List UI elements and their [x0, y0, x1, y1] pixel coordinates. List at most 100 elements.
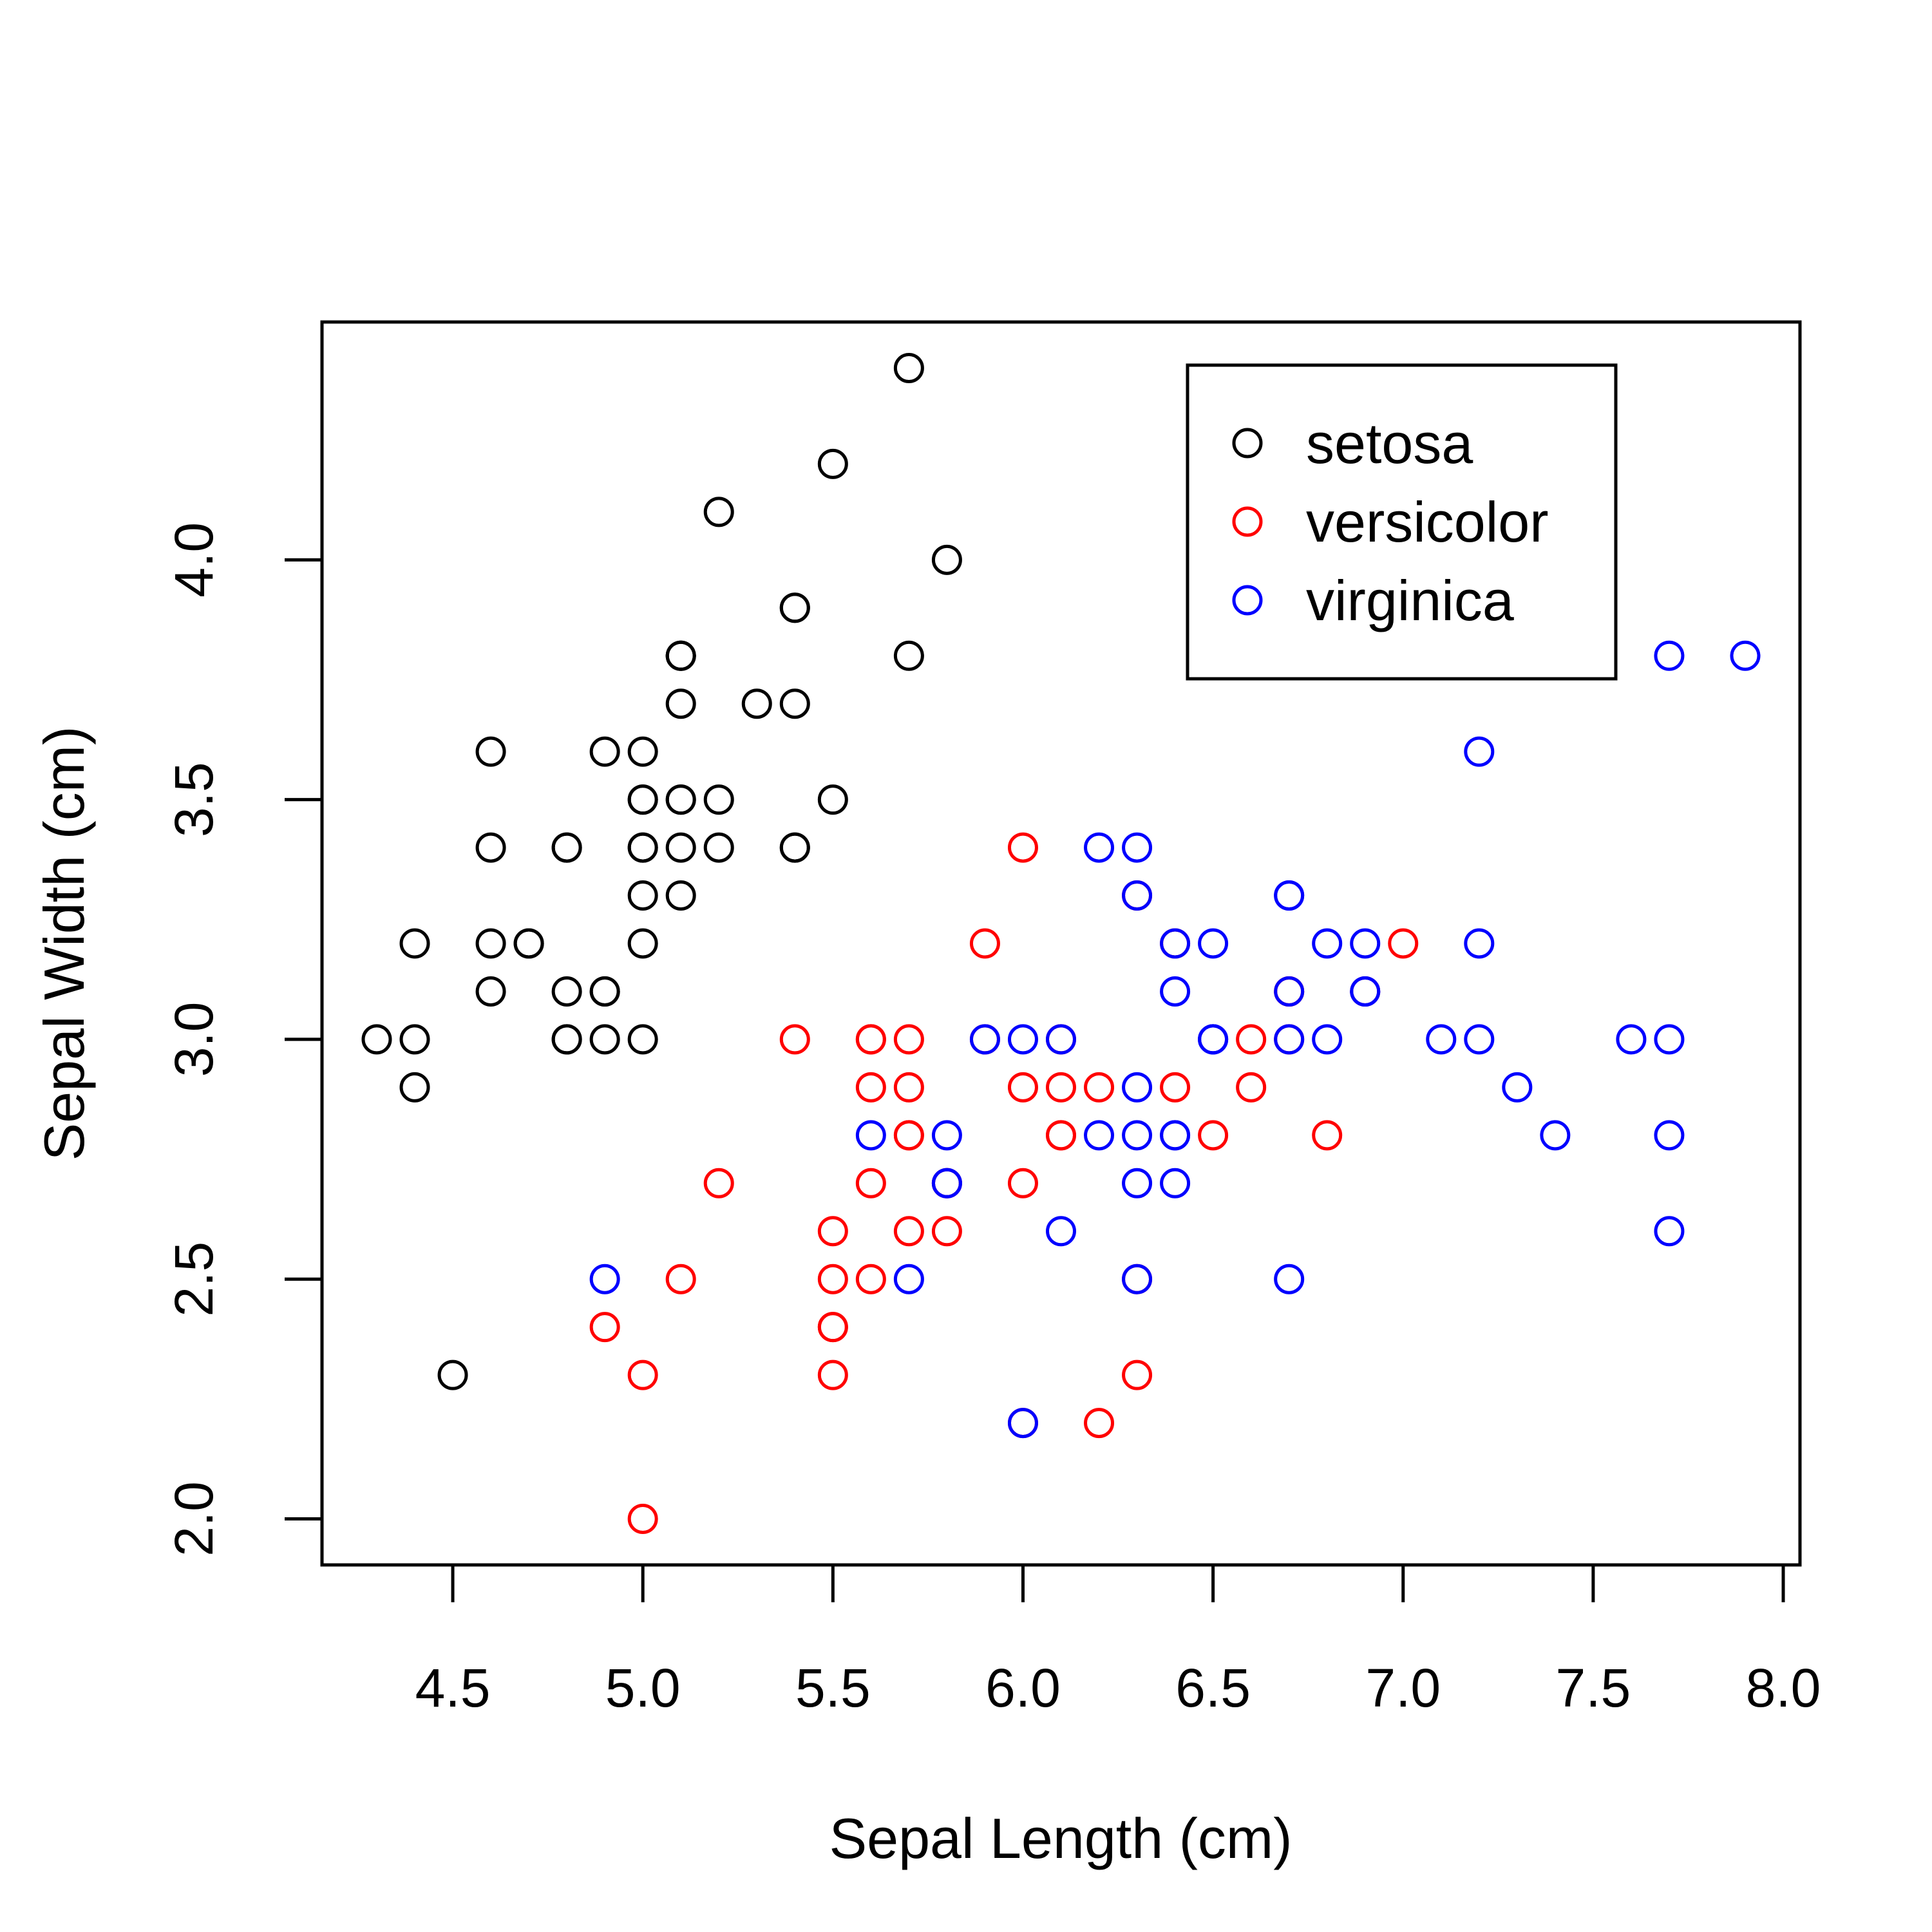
- point-virginica: [969, 1024, 1000, 1055]
- point-versicolor: [855, 1168, 886, 1198]
- point-virginica: [1274, 1024, 1305, 1055]
- y-axis: 2.0 2.5 3.0 3.5 4.0: [164, 522, 324, 1557]
- point-virginica: [1122, 1120, 1153, 1151]
- point-setosa: [475, 976, 506, 1007]
- point-virginica: [1350, 928, 1381, 959]
- x-axis-label: Sepal Length (cm): [829, 1806, 1292, 1870]
- point-versicolor: [1160, 1072, 1191, 1103]
- point-virginica: [1122, 1264, 1153, 1294]
- point-versicolor: [1312, 1120, 1343, 1151]
- x-tick-label: 7.5: [1555, 1658, 1631, 1718]
- point-versicolor: [855, 1024, 886, 1055]
- point-setosa: [551, 1024, 582, 1055]
- y-tick-label: 4.0: [164, 522, 224, 598]
- point-setosa: [589, 736, 620, 767]
- point-virginica: [855, 1120, 886, 1151]
- point-virginica: [1540, 1120, 1571, 1151]
- point-virginica: [1122, 1072, 1153, 1103]
- point-versicolor: [1007, 1168, 1038, 1198]
- point-setosa: [627, 784, 658, 815]
- point-versicolor: [1007, 832, 1038, 863]
- point-setosa: [551, 832, 582, 863]
- point-versicolor: [665, 1264, 696, 1294]
- legend-marker-versicolor: [1232, 506, 1263, 537]
- y-tick-label: 2.0: [164, 1481, 224, 1557]
- point-versicolor: [779, 1024, 810, 1055]
- point-setosa: [703, 832, 734, 863]
- point-versicolor: [1388, 928, 1419, 959]
- point-virginica: [931, 1120, 962, 1151]
- point-virginica: [1007, 1024, 1038, 1055]
- point-versicolor: [1007, 1072, 1038, 1103]
- point-versicolor: [893, 1072, 924, 1103]
- x-axis: 4.5 5.0 5.5 6.0 6.5 7.0 7.5 8.0: [415, 1563, 1821, 1718]
- legend-box: [1186, 363, 1618, 681]
- point-virginica: [1616, 1024, 1647, 1055]
- point-versicolor: [855, 1264, 886, 1294]
- point-setosa: [627, 736, 658, 767]
- point-virginica: [1502, 1072, 1533, 1103]
- point-virginica: [1160, 1120, 1191, 1151]
- point-setosa: [437, 1359, 468, 1390]
- point-virginica: [1312, 1024, 1343, 1055]
- point-virginica: [1046, 1216, 1076, 1247]
- point-versicolor: [817, 1264, 848, 1294]
- point-setosa: [627, 832, 658, 863]
- point-setosa: [475, 736, 506, 767]
- point-setosa: [627, 1024, 658, 1055]
- point-setosa: [627, 880, 658, 911]
- point-setosa: [399, 1024, 430, 1055]
- point-versicolor: [1236, 1072, 1267, 1103]
- point-virginica: [1654, 1120, 1685, 1151]
- point-setosa: [817, 448, 848, 479]
- point-setosa: [665, 640, 696, 671]
- point-versicolor: [855, 1072, 886, 1103]
- point-virginica: [1084, 832, 1115, 863]
- point-virginica: [1274, 976, 1305, 1007]
- y-tick-label: 3.0: [164, 1002, 224, 1077]
- point-setosa: [779, 688, 810, 719]
- point-virginica: [1160, 1168, 1191, 1198]
- point-setosa: [589, 1024, 620, 1055]
- point-virginica: [1426, 1024, 1457, 1055]
- point-versicolor: [893, 1216, 924, 1247]
- point-versicolor: [1122, 1359, 1153, 1390]
- x-tick-label: 6.0: [985, 1658, 1061, 1718]
- point-virginica: [589, 1264, 620, 1294]
- point-versicolor: [817, 1359, 848, 1390]
- point-setosa: [741, 688, 772, 719]
- x-tick-label: 6.5: [1175, 1658, 1251, 1718]
- point-virginica: [1274, 1264, 1305, 1294]
- point-virginica: [1122, 880, 1153, 911]
- point-setosa: [475, 832, 506, 863]
- point-setosa: [779, 832, 810, 863]
- point-virginica: [1464, 736, 1495, 767]
- point-virginica: [1198, 1024, 1229, 1055]
- point-setosa: [627, 928, 658, 959]
- point-virginica: [1464, 1024, 1495, 1055]
- legend-marker-virginica: [1232, 585, 1263, 616]
- point-setosa: [513, 928, 544, 959]
- point-versicolor: [627, 1359, 658, 1390]
- point-versicolor: [589, 1312, 620, 1343]
- point-versicolor: [1046, 1120, 1076, 1151]
- point-setosa: [361, 1024, 392, 1055]
- point-virginica: [1654, 1024, 1685, 1055]
- point-setosa: [931, 544, 962, 575]
- point-virginica: [1654, 1216, 1685, 1247]
- point-virginica: [1198, 928, 1229, 959]
- point-versicolor: [1084, 1408, 1115, 1439]
- point-virginica: [1007, 1408, 1038, 1439]
- data-points: [361, 352, 1761, 1535]
- point-setosa: [893, 640, 924, 671]
- point-setosa: [703, 497, 734, 527]
- point-versicolor: [1198, 1120, 1229, 1151]
- point-virginica: [1730, 640, 1761, 671]
- point-setosa: [893, 352, 924, 383]
- y-axis-label: Sepal Width (cm): [32, 726, 96, 1161]
- point-versicolor: [703, 1168, 734, 1198]
- point-virginica: [1160, 976, 1191, 1007]
- point-versicolor: [893, 1024, 924, 1055]
- point-virginica: [1654, 640, 1685, 671]
